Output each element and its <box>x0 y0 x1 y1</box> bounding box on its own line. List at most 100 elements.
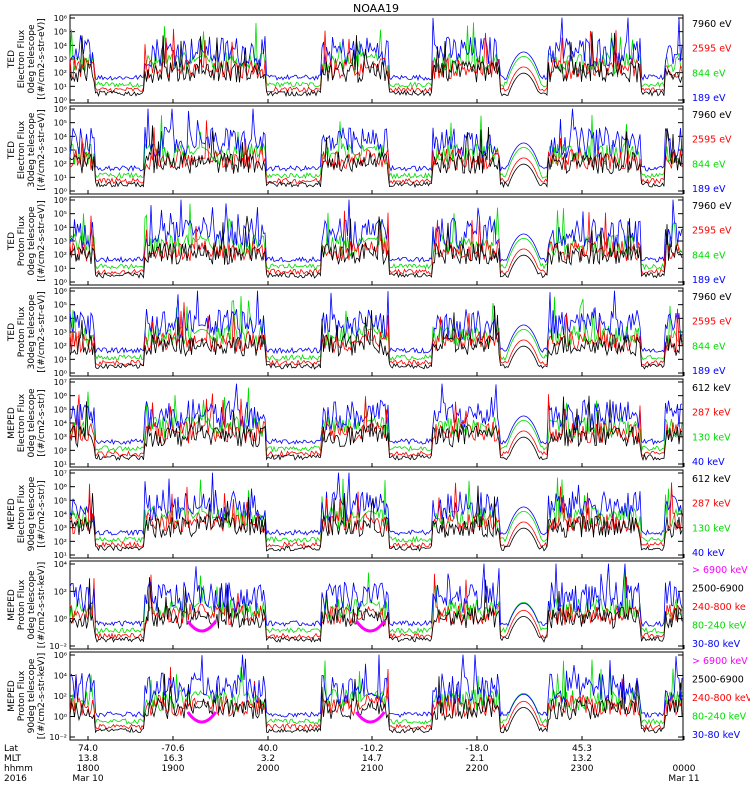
y-tick-label: 10² <box>54 446 67 455</box>
y-tick-label: 10⁰ <box>54 615 67 624</box>
footer-value: -18.0 <box>465 744 489 754</box>
panel-3: 10⁰ 10¹ 10² 10³ 10⁴ 10⁵ 10⁶ TED Proton Flux 0deg … <box>7 196 732 287</box>
y-label-line: MEPED <box>7 680 17 712</box>
series-trace-green <box>69 387 683 453</box>
footer-row-label: MLT <box>4 754 22 764</box>
channel-label: 30-80 keV <box>692 730 741 741</box>
series-trace-black <box>69 215 683 279</box>
y-tick-label: 10⁶ <box>54 105 67 114</box>
channel-label: 240-800 keV <box>692 693 750 704</box>
panel-6: 10¹ 10² 10³ 10⁴ 10⁵ 10⁶ 10⁷ MEPED Electron Flux 9… <box>7 469 731 560</box>
series-trace-magenta <box>186 620 218 633</box>
channel-label: 7960 eV <box>692 19 732 30</box>
series-trace-black <box>69 485 683 552</box>
series-trace-red <box>69 482 683 549</box>
series-trace-green <box>69 296 683 362</box>
y-tick-label: 10⁴ <box>54 132 67 141</box>
series-trace-red <box>69 210 683 276</box>
y-tick-label: 10⁷ <box>54 378 67 387</box>
channel-label: 2595 eV <box>692 44 732 55</box>
y-label-line: MEPED <box>7 407 17 439</box>
y-label-line: TED <box>7 50 17 69</box>
channel-label: 189 eV <box>692 184 726 195</box>
channel-label: 40 keV <box>692 457 725 468</box>
channel-label: 240-800 ke <box>692 602 746 613</box>
y-tick-label: 10⁰ <box>54 278 67 287</box>
y-tick-label: 10⁻² <box>49 642 67 651</box>
y-label-line: Proton Flux <box>17 579 27 630</box>
y-tick-label: 10⁴ <box>54 41 67 50</box>
channel-label: 2500-6900 <box>692 584 744 595</box>
footer-row-label: Lat <box>4 744 19 754</box>
footer-value: 1800 <box>77 764 100 774</box>
series-trace-red <box>69 393 683 458</box>
y-tick-label: 10⁰ <box>54 369 67 378</box>
channel-label: 287 keV <box>692 408 731 419</box>
series-trace-green <box>69 659 683 726</box>
series-trace-green <box>69 477 683 544</box>
y-label-line: 0deg telescope <box>27 570 37 640</box>
channel-label: 2595 eV <box>692 135 732 146</box>
channel-label: 30-80 keV <box>692 639 741 650</box>
panel-frame <box>69 560 684 650</box>
y-label-line: 0deg telescope <box>27 206 37 276</box>
channel-label: 2595 eV <box>692 317 732 328</box>
panel-5: 10¹ 10² 10³ 10⁴ 10⁵ 10⁶ 10⁷ MEPED Electron Flux 0… <box>7 378 731 469</box>
y-tick-label: 10⁶ <box>54 196 67 205</box>
series-trace-blue <box>69 199 683 264</box>
channel-label: 7960 eV <box>692 201 732 212</box>
panel-frame <box>69 287 684 377</box>
footer-value: 13.8 <box>78 754 98 764</box>
y-label-line: [(#/cm2-s-str)] <box>37 389 47 456</box>
y-tick-label: 10² <box>54 69 67 78</box>
y-tick-label: 10⁵ <box>54 301 67 310</box>
series-trace-black <box>69 31 683 98</box>
y-axis-label: MEPED Electron Flux 0deg telescope [(#/cm2-… <box>7 388 47 458</box>
series-trace-black <box>69 673 683 734</box>
channel-label: > 6900 keV <box>692 656 748 667</box>
channel-label: 7960 eV <box>692 110 732 121</box>
y-label-line: [(#/cm2-s-str-keV)] <box>37 653 47 739</box>
y-label-line: 90deg telescope <box>27 658 37 733</box>
y-tick-label: 10⁴ <box>54 510 67 519</box>
y-tick-label: 10¹ <box>54 82 67 91</box>
y-tick-label: 10¹ <box>54 355 67 364</box>
footer-value: Mar 11 <box>668 774 699 784</box>
y-tick-label: 10¹ <box>54 264 67 273</box>
series-trace-blue <box>69 654 683 719</box>
y-label-line: TED <box>7 141 17 160</box>
series-trace-magenta <box>186 711 218 724</box>
y-label-line: Proton Flux <box>17 215 27 266</box>
y-tick-label: 10² <box>54 587 67 596</box>
panel-7: 10⁻² 10⁰ 10² 10⁴ MEPED Proton Flux 0deg telesc… <box>7 560 748 651</box>
y-label-line: [(#/cm2-s-str)] <box>37 480 47 547</box>
series-trace-black <box>69 305 683 370</box>
y-tick-label: 10⁰ <box>54 187 67 196</box>
figure-title: NOAA19 <box>353 2 399 15</box>
y-tick-label: 10⁵ <box>54 119 67 128</box>
channel-label: 844 eV <box>692 341 726 352</box>
y-label-line: [(#/cm2-s-str-eV)] <box>37 109 47 191</box>
y-axis-label: TED Electron Flux 0deg telescope [(#/cm2-s-… <box>7 18 47 100</box>
channel-label: 844 eV <box>692 68 726 79</box>
channel-label: > 6900 keV <box>692 565 748 576</box>
y-tick-label: 10⁵ <box>54 210 67 219</box>
y-label-line: 0deg telescope <box>27 24 37 94</box>
series-trace-blue <box>69 563 683 628</box>
channel-label: 80-240 keV <box>692 712 747 723</box>
channel-label: 130 keV <box>692 523 731 534</box>
y-tick-label: 10⁶ <box>54 483 67 492</box>
y-label-line: Electron Flux <box>17 29 27 88</box>
footer-value: 2100 <box>361 764 384 774</box>
y-tick-label: 10⁴ <box>54 419 67 428</box>
footer-value: 40.0 <box>258 744 278 754</box>
y-label-line: Electron Flux <box>17 120 27 179</box>
series-trace-blue <box>69 383 683 446</box>
series-trace-green <box>69 203 683 271</box>
channel-label: 2500-6900 <box>692 675 744 686</box>
series-trace-blue <box>69 290 683 355</box>
y-tick-label: 10⁴ <box>54 672 67 681</box>
y-label-line: [(#/cm2-s-str-eV)] <box>37 200 47 282</box>
y-label-line: [(#/cm2-s-str-keV)] <box>37 562 47 648</box>
channel-label: 189 eV <box>692 366 726 377</box>
